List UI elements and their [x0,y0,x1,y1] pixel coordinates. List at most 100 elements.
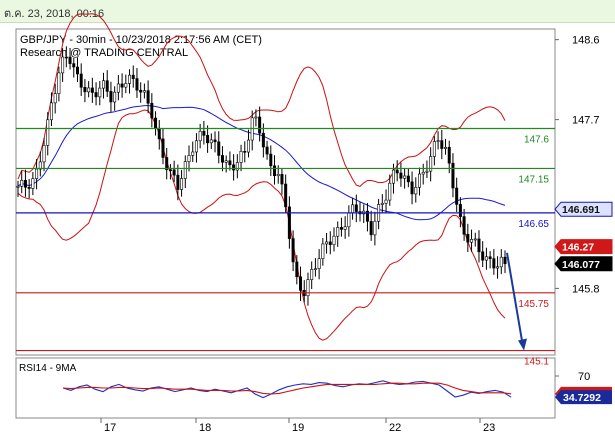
candle-body [432,141,436,157]
bollinger-upper-line [17,13,506,187]
candle-body [410,181,414,195]
candle-body [388,182,392,201]
candle-body [354,204,358,212]
price-tag-label: 146.27 [562,242,594,254]
candle-body [351,204,355,214]
candle-body [217,141,221,156]
candle-body [417,173,421,188]
candle-body [128,74,132,84]
rsi-tag-box [555,390,612,405]
candle-body [269,153,273,167]
candle-body [87,87,91,93]
candle-body [291,238,295,263]
rsi-tag-label: 34.7292 [563,392,601,404]
candle-body [499,256,503,268]
rsi-tick-label: 70 [578,371,590,383]
candle-body [172,169,176,176]
candle-body [287,206,291,239]
candle-body [492,258,496,269]
candle-body [202,130,206,136]
candle-body [154,117,158,129]
timestamp-label: ต.ค. 23, 2018, 00:16 [4,8,105,20]
candle-body [280,173,284,185]
candle-body [135,78,139,91]
time-tick-label: 23 [483,422,495,434]
candle-body [79,73,83,88]
candle-body [373,220,377,236]
candle-body [365,210,369,222]
candle-body [406,175,410,183]
candle-body [429,156,433,172]
candle-body [496,266,500,269]
candle-body [109,91,113,103]
candle-body [124,83,128,88]
candle-body [261,132,265,148]
candle-body [395,169,399,174]
level-label: 145.1 [524,357,549,368]
forecast-arrow-head [518,338,527,351]
candlestick-series [16,46,507,306]
candle-body [295,261,299,278]
candle-body [436,140,440,142]
candle-body [120,83,124,88]
candle-body [213,139,217,143]
candle-body [191,151,195,156]
top-bar: ต.ค. 23, 2018, 00:16 [0,0,615,23]
candle-body [332,235,336,245]
rsi-series [62,380,512,399]
candle-body [473,238,477,241]
candle-body [343,226,347,230]
forecast-arrow [506,252,527,351]
candle-body [220,155,224,163]
candle-body [161,138,165,158]
candle-body [451,162,455,189]
candle-body [462,216,466,235]
candle-body [235,162,239,171]
candle-body [421,171,425,175]
candle-body [466,233,470,243]
candle-body [232,164,236,171]
candle-body [187,155,191,162]
candle-body [113,91,117,103]
candle-body [265,146,269,155]
candle-body [399,172,403,179]
candle-body [276,173,280,177]
candle-body [194,140,198,153]
rsi-line [62,380,512,399]
candle-body [447,146,451,164]
price-tag-box [554,239,613,255]
candle-body [90,87,94,93]
candle-body [206,135,210,144]
candle-body [183,161,187,179]
price-tick-label: 148.6 [572,35,600,47]
price-tag-label: 146.691 [562,204,600,216]
candle-body [198,130,202,142]
candle-body [440,140,444,149]
candle-body [306,279,310,297]
candle-body [176,174,180,190]
rsi-ma-line [62,382,512,395]
candle-body [83,86,87,93]
candle-body [16,185,20,188]
chart-research: Research @ TRADING CENTRAL [20,47,188,59]
candle-body [64,56,68,59]
candle-body [53,93,57,104]
candle-body [168,169,172,171]
candle-body [165,157,169,170]
candle-body [139,89,143,93]
candle-body [458,204,462,217]
level-label: 146.65 [518,219,549,230]
candle-body [477,238,481,253]
candle-body [470,239,474,243]
moving-average-line [17,105,506,221]
candle-body [180,178,184,190]
candle-body [72,63,76,68]
candle-body [46,119,50,146]
candle-body [150,102,154,119]
candle-body [347,212,351,228]
candle-body [336,227,340,237]
candle-body [384,199,388,204]
candle-body [20,179,24,187]
time-tick-label: 19 [292,422,304,434]
